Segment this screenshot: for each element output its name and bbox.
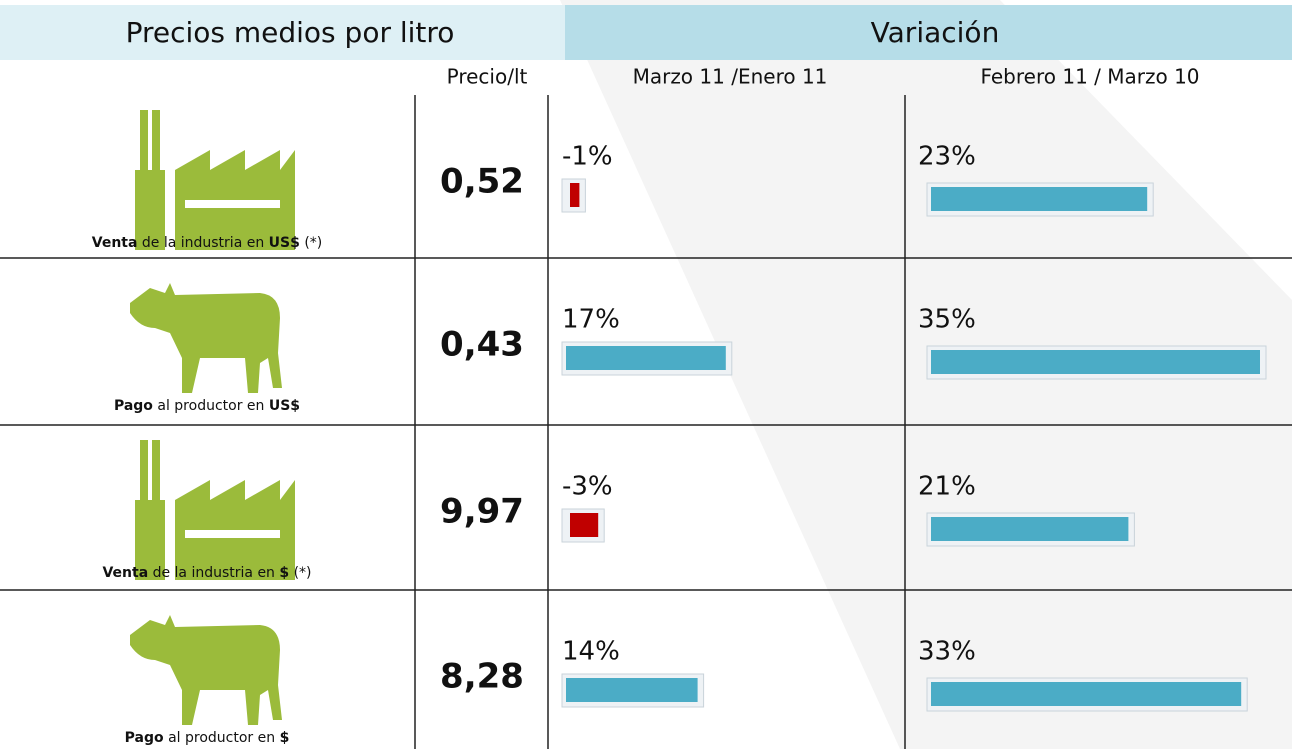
price: 0,43 <box>440 325 524 365</box>
var1-label: -1% <box>562 142 613 172</box>
label-part: al productor en <box>153 398 269 414</box>
icon <box>135 110 295 250</box>
bar <box>931 682 1242 706</box>
header-left-bg <box>0 5 565 60</box>
var2-label: 23% <box>918 142 976 172</box>
label-part: US$ <box>269 235 300 251</box>
header-right-bg <box>565 5 1292 60</box>
rows: Venta de la industria en US$ (*) 0,52 -1% 2… <box>0 110 1292 746</box>
bar <box>931 350 1260 374</box>
bar <box>566 678 698 702</box>
label-part: Venta <box>102 565 148 581</box>
col-var1: Marzo 11 /Enero 11 <box>633 65 828 89</box>
label-part: Pago <box>114 398 153 414</box>
icon <box>130 283 282 393</box>
label-part: US$ <box>269 398 300 414</box>
label-part: (*) <box>300 235 322 251</box>
col-var2: Febrero 11 / Marzo 10 <box>980 65 1199 89</box>
label-part: al productor en <box>164 730 280 746</box>
label-part: de la industria en <box>148 565 279 581</box>
label-part: $ <box>280 730 290 746</box>
bar <box>566 346 726 370</box>
var1-label: 14% <box>562 637 620 667</box>
label-part: $ <box>279 565 289 581</box>
bar <box>931 187 1148 211</box>
var2-label: 21% <box>918 472 976 502</box>
row-label: Pago al productor en US$ <box>114 398 300 414</box>
price: 8,28 <box>440 657 524 697</box>
price: 9,97 <box>440 492 524 532</box>
var1-label: -3% <box>562 472 613 502</box>
label-part: de la industria en <box>137 235 268 251</box>
row-label: Pago al productor en $ <box>125 730 290 746</box>
var1-label: 17% <box>562 305 620 335</box>
row-label: Venta de la industria en US$ (*) <box>92 235 323 251</box>
header-right: Variación <box>871 16 1000 49</box>
bar <box>570 513 599 537</box>
row-label: Venta de la industria en $ (*) <box>102 565 311 581</box>
icon <box>130 615 282 725</box>
price: 0,52 <box>440 162 524 202</box>
col-price: Precio/lt <box>447 65 528 89</box>
icon <box>135 440 295 580</box>
bar <box>570 183 580 207</box>
var2-label: 35% <box>918 305 976 335</box>
label-part: Venta <box>92 235 138 251</box>
bar <box>931 517 1129 541</box>
var2-label: 33% <box>918 637 976 667</box>
label-part: Pago <box>125 730 164 746</box>
label-part: (*) <box>289 565 311 581</box>
header-left: Precios medios por litro <box>126 16 455 49</box>
